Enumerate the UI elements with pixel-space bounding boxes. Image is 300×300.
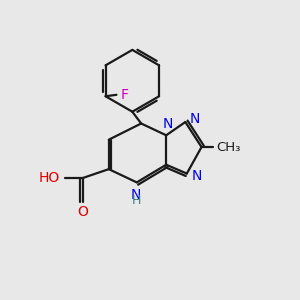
Text: N: N bbox=[131, 188, 141, 202]
Text: H: H bbox=[131, 194, 141, 207]
Text: CH₃: CH₃ bbox=[216, 141, 241, 154]
Text: F: F bbox=[120, 88, 128, 102]
Text: O: O bbox=[77, 206, 88, 219]
Text: N: N bbox=[162, 117, 172, 130]
Text: N: N bbox=[191, 169, 202, 184]
Text: N: N bbox=[190, 112, 200, 126]
Text: HO: HO bbox=[39, 171, 60, 185]
